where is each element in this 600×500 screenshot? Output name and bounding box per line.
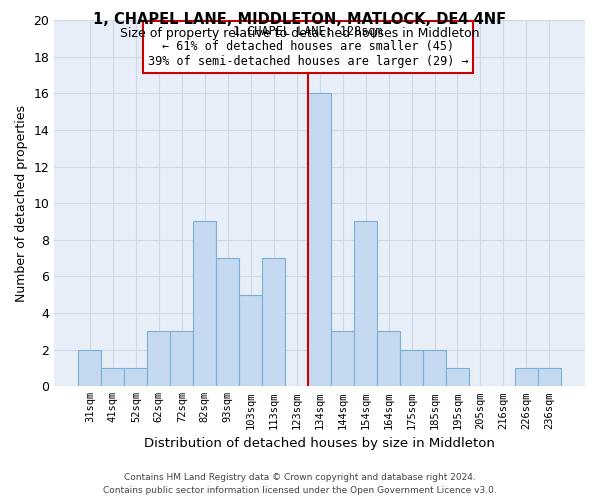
Bar [148,332,170,386]
Bar [101,368,124,386]
Text: 1 CHAPEL LANE: 128sqm
← 61% of detached houses are smaller (45)
39% of semi-deta: 1 CHAPEL LANE: 128sqm ← 61% of detached … [148,26,469,68]
Bar [515,368,538,386]
Bar [216,258,239,386]
Bar [377,332,400,386]
Bar [400,350,423,387]
Bar [308,94,331,387]
Bar [193,222,216,386]
Title: 1, CHAPEL LANE, MIDDLETON, MATLOCK, DE4 4NF
Size of property relative to detache: 1, CHAPEL LANE, MIDDLETON, MATLOCK, DE4 … [0,499,1,500]
Text: 1, CHAPEL LANE, MIDDLETON, MATLOCK, DE4 4NF: 1, CHAPEL LANE, MIDDLETON, MATLOCK, DE4 … [94,12,506,28]
Bar [331,332,354,386]
Bar [262,258,285,386]
Bar [170,332,193,386]
Text: Size of property relative to detached houses in Middleton: Size of property relative to detached ho… [120,28,480,40]
Bar [538,368,561,386]
X-axis label: Distribution of detached houses by size in Middleton: Distribution of detached houses by size … [144,437,495,450]
Bar [446,368,469,386]
Text: Contains HM Land Registry data © Crown copyright and database right 2024.
Contai: Contains HM Land Registry data © Crown c… [103,474,497,495]
Bar [354,222,377,386]
Bar [423,350,446,387]
Bar [79,350,101,387]
Bar [239,294,262,386]
Y-axis label: Number of detached properties: Number of detached properties [15,104,28,302]
Bar [124,368,148,386]
